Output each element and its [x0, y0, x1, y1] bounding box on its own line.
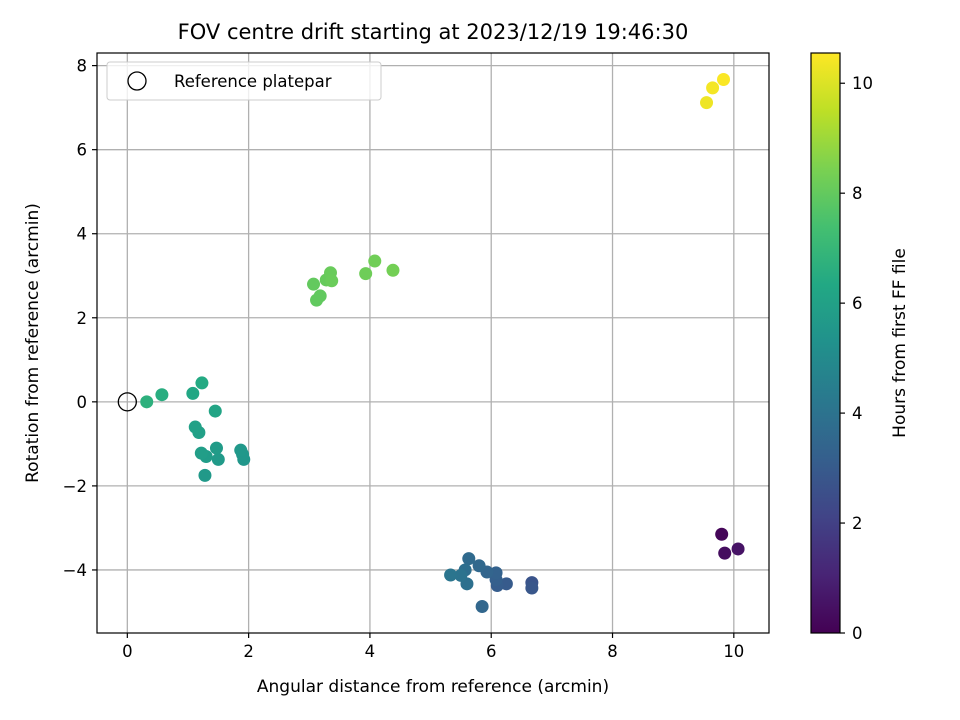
data-points [140, 72, 745, 614]
data-point [234, 443, 248, 457]
data-point [386, 263, 400, 277]
plot-frame [96, 52, 770, 634]
legend: Reference platepar [106, 61, 382, 101]
data-point [700, 96, 714, 110]
data-point [475, 600, 489, 614]
x-tick-label: 4 [365, 642, 376, 661]
data-point [186, 386, 200, 400]
data-point [209, 441, 223, 455]
data-point [444, 568, 458, 582]
chart-title: FOV centre drift starting at 2023/12/19 … [178, 20, 689, 44]
data-point [140, 395, 154, 409]
data-point [325, 274, 339, 288]
data-point [208, 404, 222, 418]
y-tick-label: 6 [77, 141, 88, 160]
x-tick-label: 2 [243, 642, 254, 661]
data-point [188, 420, 202, 434]
y-tick-label: −2 [63, 477, 87, 496]
y-tick-label: 0 [77, 393, 88, 412]
data-point [211, 452, 225, 466]
y-tick-label: 2 [77, 309, 88, 328]
colorbar-tick-label: 4 [852, 404, 863, 423]
reference-marker [117, 392, 137, 412]
data-point [525, 581, 539, 595]
data-point [368, 254, 382, 268]
x-axis-ticks: 0 2 4 6 8 10 [122, 633, 744, 661]
data-point [731, 542, 745, 556]
data-point [359, 267, 373, 281]
data-point [715, 527, 729, 541]
data-point [462, 552, 476, 566]
y-axis-label: Rotation from reference (arcmin) [23, 203, 43, 483]
colorbar-tick-label: 10 [852, 74, 873, 93]
data-point [198, 468, 212, 482]
colorbar-label: Hours from first FF file [890, 248, 910, 438]
x-tick-label: 8 [607, 642, 618, 661]
colorbar-gradient [810, 52, 841, 634]
legend-box [106, 61, 382, 101]
x-tick-label: 6 [486, 642, 497, 661]
data-point [313, 289, 327, 303]
y-tick-label: 4 [77, 225, 88, 244]
x-tick-label: 0 [122, 642, 133, 661]
colorbar-ticks: 0 2 4 6 8 10 [840, 74, 873, 643]
x-axis-label: Angular distance from reference (arcmin) [257, 677, 609, 697]
x-tick-label: 10 [723, 642, 744, 661]
y-axis-ticks: −4 −2 0 2 4 6 8 [63, 57, 97, 580]
colorbar-tick-label: 6 [852, 294, 863, 313]
grid [97, 53, 769, 633]
colorbar-tick-label: 8 [852, 184, 863, 203]
data-point [706, 81, 720, 95]
legend-marker-icon [127, 71, 147, 91]
data-point [307, 277, 321, 291]
data-point [155, 388, 169, 402]
data-point [718, 546, 732, 560]
data-point [717, 72, 731, 86]
data-point [194, 446, 208, 460]
colorbar-tick-label: 2 [852, 514, 863, 533]
data-point [472, 559, 486, 573]
colorbar: 0 2 4 6 8 10 Hours from first FF file [810, 52, 910, 643]
y-tick-label: 8 [77, 57, 88, 76]
legend-label: Reference platepar [174, 72, 332, 91]
data-point [195, 376, 209, 390]
y-tick-label: −4 [63, 561, 87, 580]
colorbar-tick-label: 0 [852, 624, 863, 643]
data-point [454, 568, 468, 582]
